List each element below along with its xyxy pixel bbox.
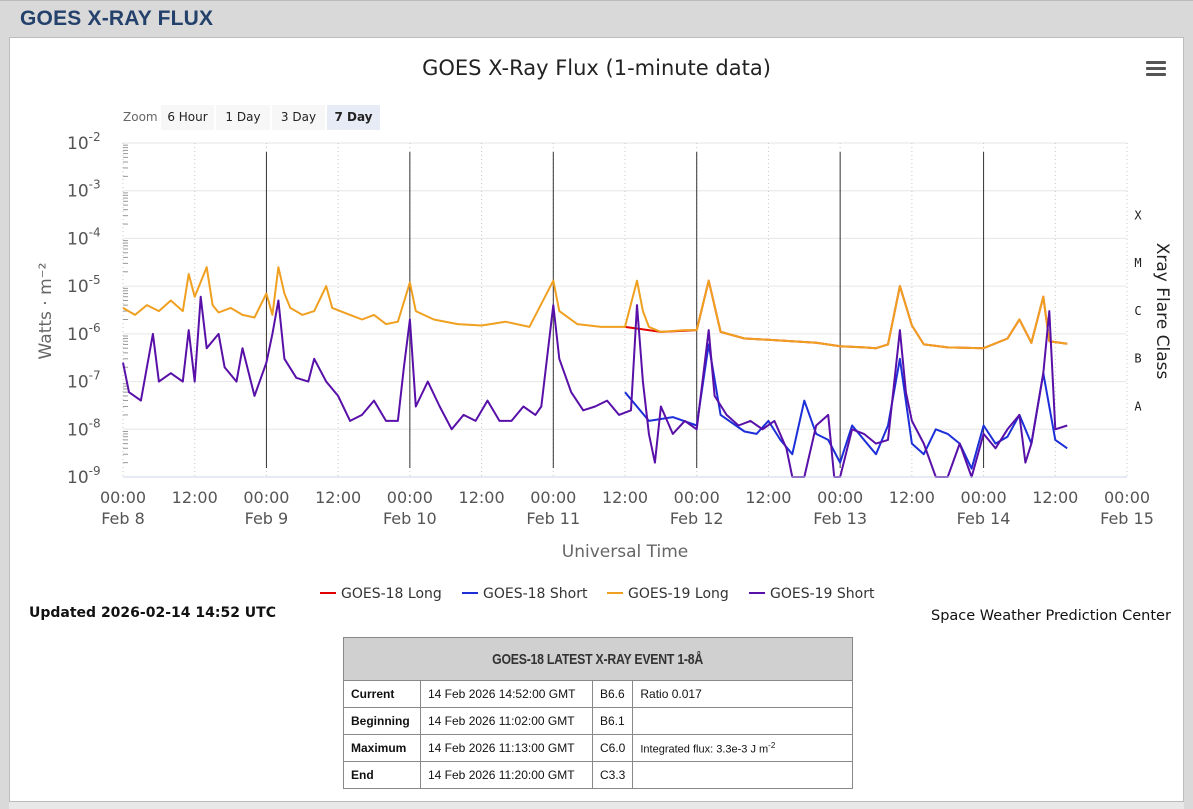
zoom-1-day-button[interactable]: 1 Day [216,105,270,130]
flare-class-label: X [1134,208,1142,222]
event-row-class: B6.6 [591,680,634,708]
right-axis-title: Xray Flare Class [1152,243,1172,380]
flare-class-label: M [1134,256,1141,270]
event-row-note: Integrated flux: 3.3e-3 J m-2 [632,734,853,762]
credit-text: Space Weather Prediction Center [931,608,1171,624]
x-tick-label: 12:00 [1032,488,1078,507]
event-row-datetime: 14 Feb 2026 14:52:00 GMT [420,680,593,708]
y-tick-label: 10-9 [67,464,101,488]
zoom-7-day-button[interactable]: 7 Day [327,105,380,130]
y-tick-label: 10-8 [67,416,101,440]
x-tick-label: 00:00 [243,488,289,507]
legend-item-goes18-long[interactable]: GOES-18 Long [320,586,442,602]
zoom-6-hour-button[interactable]: 6 Hour [161,105,214,130]
event-row-class: B6.1 [591,707,634,735]
hamburger-menu-icon[interactable] [1146,61,1166,77]
y-tick-label: 10-6 [67,321,101,345]
event-row-datetime: 14 Feb 2026 11:02:00 GMT [420,707,593,735]
legend-label: GOES-18 Long [341,586,442,602]
event-row-class: C3.3 [591,761,634,789]
event-row-note-text: Integrated flux: 3.3e-3 J m [640,743,769,756]
x-tick-date-label: Feb 14 [957,509,1011,528]
plot-area [123,143,1127,477]
event-table-title: GOES-18 LATEST X-RAY EVENT 1-8Å [492,650,704,668]
legend-item-goes19-long[interactable]: GOES-19 Long [607,586,729,602]
x-tick-label: 00:00 [530,488,576,507]
flare-class-label: A [1134,399,1142,413]
flare-class-label: C [1134,304,1141,318]
x-tick-label: 12:00 [745,488,791,507]
event-row-note [632,707,853,735]
event-row-note-sup: -2 [768,740,776,750]
event-row-note-text: Ratio 0.017 [640,687,702,701]
y-tick-label: 10-7 [67,369,101,393]
zoom-3-day-button[interactable]: 3 Day [272,105,325,130]
event-row-label: Beginning [343,707,421,735]
x-tick-label: 00:00 [674,488,720,507]
flare-class-label: B [1134,352,1141,366]
event-row-datetime: 14 Feb 2026 11:13:00 GMT [420,734,593,762]
x-tick-date-label: Feb 9 [245,509,289,528]
chart-title: GOES X-Ray Flux (1-minute data) [422,56,771,80]
x-tick-label: 00:00 [387,488,433,507]
y-tick-label: 10-2 [67,130,101,154]
x-axis-title: Universal Time [562,542,688,562]
table-row: Current 14 Feb 2026 14:52:00 GMT B6.6 Ra… [343,680,853,708]
x-tick-label: 00:00 [1104,488,1150,507]
event-row-note: Ratio 0.017 [632,680,853,708]
legend-label: GOES-18 Short [483,586,588,602]
x-tick-date-label: Feb 8 [101,509,145,528]
xray-flux-chart: 10-210-310-410-510-610-710-810-900:00Feb… [36,130,1172,562]
x-tick-label: 12:00 [602,488,648,507]
event-row-datetime: 14 Feb 2026 11:20:00 GMT [420,761,593,789]
bottom-bar [9,801,1184,809]
event-row-label: Current [343,680,421,708]
legend-label: GOES-19 Long [628,586,729,602]
legend-item-goes19-short[interactable]: GOES-19 Short [749,586,875,602]
table-row: Beginning 14 Feb 2026 11:02:00 GMT B6.1 [343,707,853,735]
x-tick-date-label: Feb 10 [383,509,437,528]
x-tick-label: 00:00 [100,488,146,507]
x-tick-label: 12:00 [459,488,505,507]
chart-legend: GOES-18 Long GOES-18 Short GOES-19 Long … [0,586,1193,606]
x-tick-label: 00:00 [961,488,1007,507]
x-tick-label: 00:00 [817,488,863,507]
event-row-note [632,761,853,789]
x-tick-label: 12:00 [172,488,218,507]
x-tick-label: 12:00 [315,488,361,507]
y-tick-label: 10-3 [67,178,101,202]
series-line [122,295,1068,478]
y-axis-title: Watts · m⁻² [36,263,56,360]
series-line [122,266,1068,350]
event-row-label: End [343,761,421,789]
page-title: GOES X-RAY FLUX [20,7,214,30]
x-tick-label: 12:00 [889,488,935,507]
updated-timestamp: Updated 2026-02-14 14:52 UTC [29,605,276,621]
y-tick-label: 10-5 [67,273,101,297]
zoom-label: Zoom [123,110,158,124]
legend-label: GOES-19 Short [770,586,875,602]
table-row: End 14 Feb 2026 11:20:00 GMT C3.3 [343,761,853,789]
latest-xray-event-table: GOES-18 LATEST X-RAY EVENT 1-8Å Current … [343,637,853,789]
page-header: GOES X-RAY FLUX [0,0,1193,37]
y-tick-label: 10-4 [67,225,101,249]
event-row-label: Maximum [343,734,421,762]
legend-item-goes18-short[interactable]: GOES-18 Short [462,586,588,602]
x-tick-date-label: Feb 11 [526,509,580,528]
table-row: Maximum 14 Feb 2026 11:13:00 GMT C6.0 In… [343,734,853,762]
x-tick-date-label: Feb 12 [670,509,724,528]
x-tick-date-label: Feb 13 [813,509,867,528]
event-row-class: C6.0 [591,734,634,762]
x-tick-date-label: Feb 15 [1100,509,1154,528]
